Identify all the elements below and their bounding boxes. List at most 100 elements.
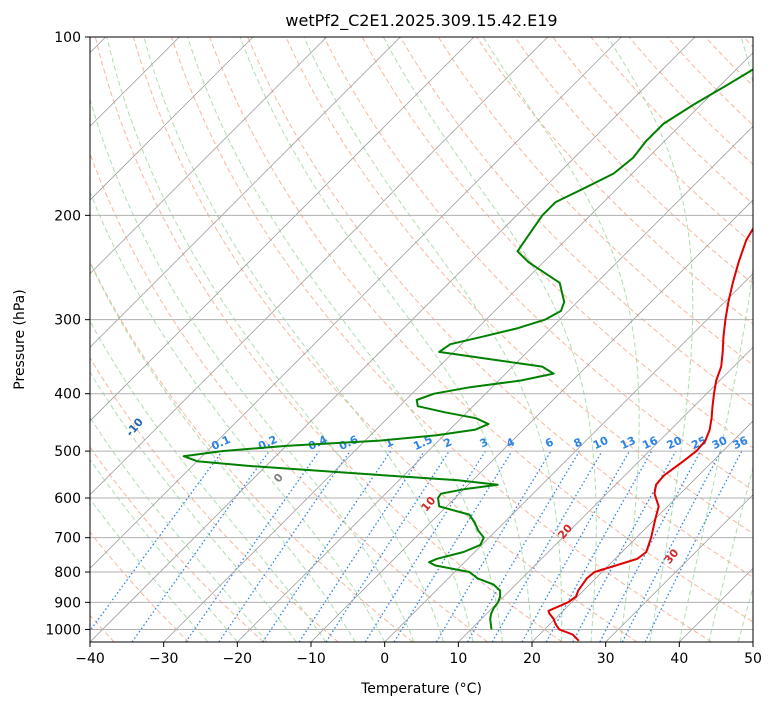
y-tick-label: 100 <box>54 30 81 46</box>
isotherm-line <box>90 37 475 422</box>
x-tick-label: 10 <box>449 651 467 667</box>
moist-adiabat-line <box>143 37 474 642</box>
mixing-ratio-lines <box>90 450 743 642</box>
moist-adiabat-line <box>90 458 238 642</box>
dewpoint-profile <box>182 68 753 630</box>
moist-adiabat-line <box>678 37 753 642</box>
mixing-ratio-label: 36 <box>731 434 751 452</box>
mixing-ratio-line <box>131 450 270 642</box>
isotherm-line <box>531 420 753 642</box>
dry-adiabat-line <box>171 37 712 642</box>
isotherm-line <box>90 37 622 569</box>
dry-adiabats <box>90 37 753 642</box>
mixing-ratio-label: 16 <box>640 434 660 452</box>
x-tick-label: −20 <box>223 651 253 667</box>
y-axis-title: Pressure (hPa) <box>12 289 28 389</box>
mixing-ratio-line <box>521 450 631 642</box>
y-tick-label: 400 <box>54 387 81 403</box>
mixing-ratio-line <box>298 450 425 642</box>
dry-adiabat-line <box>90 260 414 642</box>
dry-adiabat-line <box>94 37 563 642</box>
isotherm-line <box>90 37 696 642</box>
moist-adiabat-line <box>382 37 597 642</box>
y-tick-label: 1000 <box>45 622 81 638</box>
temperature-profile <box>547 226 753 642</box>
dry-adiabat-line <box>476 37 753 325</box>
dry-adiabat-line <box>399 37 753 407</box>
moist-adiabat-line <box>106 37 445 642</box>
y-tick-label: 500 <box>54 444 81 460</box>
pressure-gridlines <box>90 37 753 630</box>
moist-adiabat-line <box>90 416 268 642</box>
moist-adiabat-line <box>90 190 386 642</box>
x-tick-label: 50 <box>744 651 762 667</box>
mixing-ratio-label: 10 <box>591 434 611 452</box>
x-tick-label: 0 <box>380 651 389 667</box>
dry-adiabat-line <box>209 37 753 623</box>
mixing-ratio-line <box>185 450 320 642</box>
moist-adiabat-line <box>90 320 327 642</box>
moist-adiabat-line <box>482 37 640 642</box>
moist-adiabat-line <box>607 37 694 642</box>
moist-adiabats <box>90 37 753 642</box>
moist-adiabat-line <box>737 585 753 642</box>
chart-title: wetPf2_C2E1.2025.309.15.42.E19 <box>285 11 557 31</box>
mixing-ratio-line <box>644 450 743 642</box>
moist-adiabat-line <box>239 37 533 642</box>
isotherm-line <box>90 37 401 348</box>
dry-adiabat-line <box>437 37 753 366</box>
y-axis: 100 200 300 400 500 600 700 800 900 1000 <box>45 30 90 638</box>
y-tick-label: 600 <box>54 491 81 507</box>
x-tick-label: −10 <box>296 651 326 667</box>
moist-adiabat-line <box>187 37 503 642</box>
isotherm-line <box>90 37 327 275</box>
mixing-ratio-label: 25 <box>689 434 708 452</box>
x-tick-label: 30 <box>597 651 615 667</box>
dry-adiabat-line <box>132 37 638 642</box>
mixing-ratio-line <box>545 450 653 642</box>
plot-area: -100-90-80-70-60-50-40-30-20-100.10.20.4… <box>90 37 771 642</box>
mixing-ratio-line <box>262 450 392 642</box>
mixing-ratio-line <box>325 450 450 642</box>
sounding-profiles <box>182 68 753 642</box>
mixing-ratio-label: 30 <box>710 434 730 452</box>
mixing-ratio-line <box>218 450 351 642</box>
mixing-ratio-label: 13 <box>618 434 637 452</box>
x-tick-label: 40 <box>670 651 688 667</box>
x-axis-title: Temperature (°C) <box>360 681 482 697</box>
y-tick-label: 800 <box>54 565 81 581</box>
moist-adiabat-line <box>90 261 356 642</box>
x-tick-label: −30 <box>149 651 179 667</box>
dry-adiabat-line <box>590 37 753 205</box>
mixing-ratio-line <box>393 450 513 642</box>
dry-adiabat-line <box>90 531 190 642</box>
moist-adiabat-label: 40 <box>751 572 771 592</box>
isotherm-line <box>384 273 753 642</box>
dry-adiabat-line <box>285 37 753 535</box>
dry-adiabat-line <box>90 356 339 642</box>
dry-adiabat-line <box>323 37 753 491</box>
mixing-ratio-line <box>572 450 677 642</box>
isotherm-line <box>90 37 254 201</box>
mixing-ratio-label: 20 <box>665 434 685 452</box>
isotherms <box>90 37 753 642</box>
moist-adiabat-line <box>708 466 753 642</box>
y-tick-label: 200 <box>54 208 81 224</box>
isotherm-line <box>458 346 753 642</box>
mixing-ratio-line <box>90 450 223 632</box>
x-tick-label: 20 <box>523 651 541 667</box>
isotherm-line <box>90 37 548 496</box>
y-tick-label: 300 <box>54 313 81 329</box>
isotherm-line <box>310 199 753 642</box>
moist-adiabat-line <box>303 37 563 642</box>
isotherm-line <box>237 125 753 642</box>
y-tick-label: 900 <box>54 595 81 611</box>
y-tick-label: 700 <box>54 531 81 547</box>
x-axis: −40 −30 −20 −10 0 10 20 30 40 50 <box>75 642 762 667</box>
plot-frame <box>89 36 754 643</box>
isotherm-line <box>605 494 753 642</box>
x-tick-label: −40 <box>75 651 105 667</box>
dry-adiabat-line <box>552 37 753 245</box>
